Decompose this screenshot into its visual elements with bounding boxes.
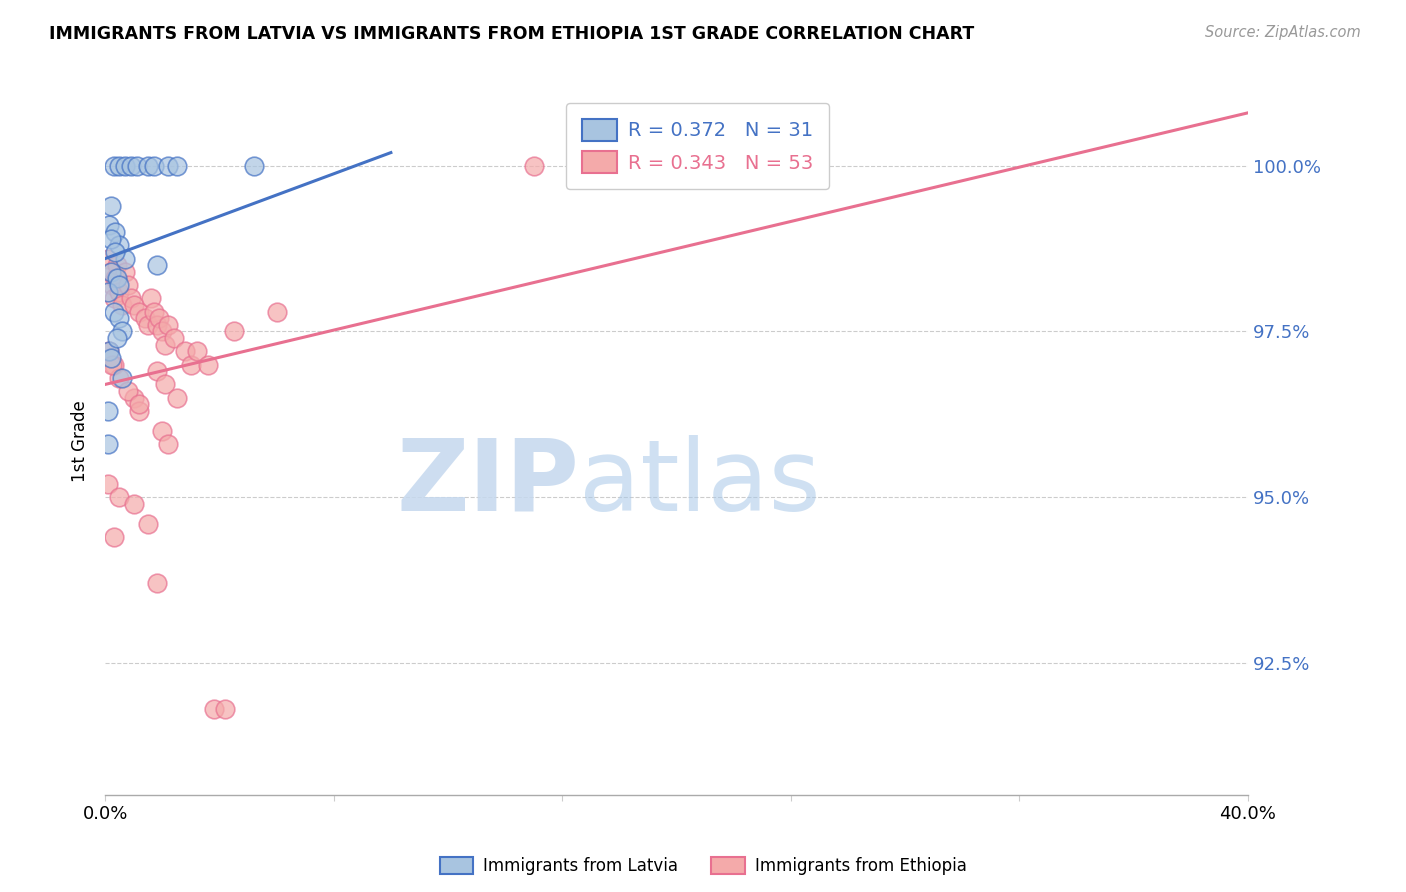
Point: [117, 278, 139, 293]
Point: [122, 298, 145, 312]
Point: [104, 244, 127, 259]
Point: [157, 159, 180, 173]
Point: [214, 702, 236, 716]
Point: [134, 311, 156, 326]
Point: [104, 225, 127, 239]
Point: [166, 159, 188, 173]
Point: [174, 344, 197, 359]
Legend: Immigrants from Latvia, Immigrants from Ethiopia: Immigrants from Latvia, Immigrants from …: [432, 849, 974, 884]
Point: [142, 304, 165, 318]
Point: [108, 311, 131, 326]
Point: [186, 344, 208, 359]
Point: [101, 358, 124, 372]
Point: [157, 437, 180, 451]
Point: [122, 391, 145, 405]
Point: [136, 516, 159, 531]
Point: [111, 325, 134, 339]
Point: [242, 159, 264, 173]
Point: [128, 304, 150, 318]
Point: [523, 159, 546, 173]
Point: [114, 252, 136, 266]
Point: [105, 271, 128, 285]
Point: [101, 278, 124, 293]
Point: [153, 337, 176, 351]
Y-axis label: 1st Grade: 1st Grade: [72, 400, 89, 482]
Text: ZIP: ZIP: [396, 434, 579, 532]
Point: [153, 377, 176, 392]
Point: [122, 497, 145, 511]
Point: [103, 358, 125, 372]
Point: [136, 159, 159, 173]
Point: [157, 318, 180, 332]
Point: [97, 404, 120, 418]
Text: Source: ZipAtlas.com: Source: ZipAtlas.com: [1205, 25, 1361, 40]
Point: [266, 304, 288, 318]
Point: [145, 258, 167, 272]
Point: [114, 265, 136, 279]
Point: [100, 265, 122, 279]
Point: [128, 397, 150, 411]
Point: [100, 265, 122, 279]
Point: [114, 159, 136, 173]
Point: [100, 232, 122, 246]
Point: [97, 252, 120, 266]
Point: [111, 298, 134, 312]
Point: [103, 159, 125, 173]
Point: [665, 159, 688, 173]
Point: [111, 371, 134, 385]
Point: [166, 391, 188, 405]
Point: [97, 437, 120, 451]
Point: [100, 198, 122, 212]
Legend: R = 0.372   N = 31, R = 0.343   N = 53: R = 0.372 N = 31, R = 0.343 N = 53: [567, 103, 830, 189]
Point: [180, 358, 202, 372]
Point: [197, 358, 219, 372]
Point: [222, 325, 245, 339]
Point: [163, 331, 186, 345]
Point: [120, 291, 142, 305]
Point: [150, 325, 173, 339]
Point: [97, 285, 120, 299]
Point: [97, 476, 120, 491]
Point: [98, 219, 121, 233]
Point: [108, 278, 131, 293]
Point: [105, 331, 128, 345]
Point: [145, 318, 167, 332]
Point: [148, 311, 170, 326]
Point: [145, 576, 167, 591]
Point: [105, 258, 128, 272]
Point: [103, 304, 125, 318]
Point: [100, 351, 122, 365]
Point: [136, 318, 159, 332]
Point: [202, 702, 225, 716]
Point: [108, 490, 131, 504]
Point: [117, 384, 139, 398]
Point: [108, 371, 131, 385]
Point: [128, 404, 150, 418]
Point: [145, 364, 167, 378]
Point: [120, 159, 142, 173]
Point: [139, 291, 162, 305]
Point: [98, 344, 121, 359]
Point: [98, 344, 121, 359]
Point: [108, 238, 131, 252]
Point: [104, 271, 127, 285]
Point: [108, 285, 131, 299]
Point: [150, 424, 173, 438]
Point: [103, 291, 125, 305]
Text: atlas: atlas: [579, 434, 821, 532]
Point: [108, 159, 131, 173]
Point: [125, 159, 148, 173]
Point: [142, 159, 165, 173]
Point: [103, 530, 125, 544]
Text: IMMIGRANTS FROM LATVIA VS IMMIGRANTS FROM ETHIOPIA 1ST GRADE CORRELATION CHART: IMMIGRANTS FROM LATVIA VS IMMIGRANTS FRO…: [49, 25, 974, 43]
